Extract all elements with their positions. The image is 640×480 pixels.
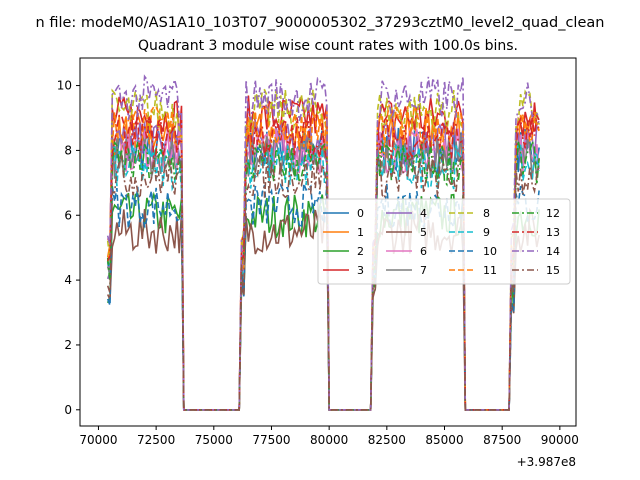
y-axis: 0 2 4 6 8 10 [57,79,80,417]
plot-frame [79,57,577,427]
legend-label-8: 8 [483,207,490,220]
y-tick-label: 2 [64,338,72,352]
x-tick-label: 87500 [483,433,521,447]
x-tick-label: 90000 [541,433,579,447]
legend-label-5: 5 [420,226,427,239]
legend-label-6: 6 [420,245,427,258]
figure-suptitle: n file: modeM0/AS1A10_103T07_9000005302_… [36,15,605,31]
x-tick-label: 72500 [137,433,175,447]
x-tick-label: 75000 [195,433,233,447]
x-tick-label: 80000 [310,433,348,447]
legend-label-7: 7 [420,264,427,277]
legend-label-1: 1 [357,226,364,239]
legend-label-0: 0 [357,207,364,220]
y-tick-label: 4 [64,273,72,287]
x-tick-label: 70000 [79,433,117,447]
legend-label-15: 15 [546,264,560,277]
legend-label-3: 3 [357,264,364,277]
x-axis: 70000 72500 75000 77500 80000 82500 85000 87500… [79,426,579,447]
chart-title: Quadrant 3 module wise count rates with … [138,38,518,54]
legend-box [317,198,571,285]
legend-label-4: 4 [420,207,427,220]
y-tick-label: 6 [64,208,72,222]
legend-label-9: 9 [483,226,490,239]
x-offset-label: +3.987e8 [517,455,576,469]
legend-label-11: 11 [483,264,497,277]
legend-label-12: 12 [546,207,560,220]
x-tick-label: 82500 [368,433,406,447]
legend-label-14: 14 [546,245,560,258]
y-tick-label: 0 [64,403,72,417]
y-tick-label: 10 [57,79,72,93]
y-tick-label: 8 [64,143,72,157]
x-tick-label: 85000 [425,433,463,447]
series-line-15 [106,153,540,411]
legend-label-10: 10 [483,245,497,258]
series-line-14 [106,74,540,411]
x-tick-label: 77500 [252,433,290,447]
legend-label-2: 2 [357,245,364,258]
legend-label-13: 13 [546,226,560,239]
